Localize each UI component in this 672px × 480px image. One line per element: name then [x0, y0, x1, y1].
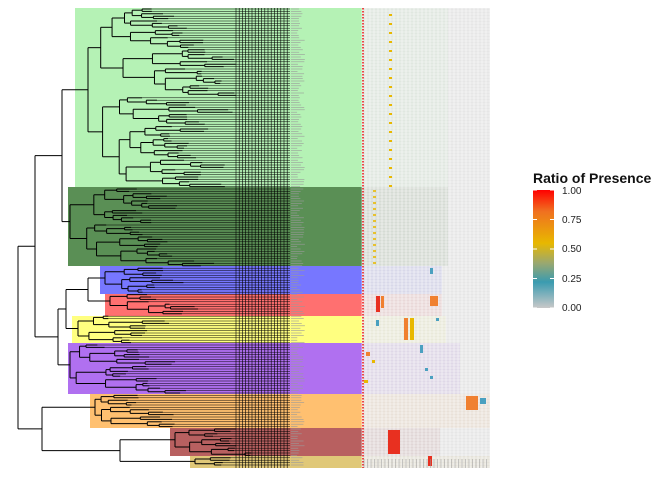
heatmap-cell: [436, 318, 439, 321]
heatmap-cell: [404, 318, 408, 340]
heatmap-cell: [480, 398, 486, 404]
clade-highlights: [68, 8, 362, 468]
heatmap-cell-yellow: [389, 158, 392, 160]
clade-block-7: [90, 394, 362, 428]
legend-tick-025: 0.25: [562, 274, 582, 285]
heatmap-cell: [410, 318, 414, 340]
legend-tick-1: 1.00: [562, 186, 582, 197]
heatmap-cell: [364, 380, 368, 383]
heatmap-cell-yellow: [389, 50, 392, 52]
heatmap-cell: [425, 368, 428, 371]
heatmap-cell-yellow: [389, 140, 392, 142]
heatmap-cell-yellow: [389, 23, 392, 25]
heatmap-cell-yellow: [373, 202, 376, 204]
heatmap-cell-yellow: [389, 86, 392, 88]
heatmap-cell: [366, 352, 370, 356]
heatmap-cell-yellow: [389, 185, 392, 187]
heatmap-cell: [430, 296, 438, 306]
legend-tick-0: 0.00: [562, 303, 582, 314]
heatmap-cell-yellow: [373, 256, 376, 258]
clade-block-6: [68, 343, 362, 394]
heatmap-cell: [420, 345, 423, 353]
heatmap-cell-yellow: [389, 131, 392, 133]
heatmap-cell: [430, 268, 433, 274]
heatmap-cell-yellow: [389, 14, 392, 16]
heatmap-cell-yellow: [373, 190, 376, 192]
phylogenetic-tree: [17, 8, 290, 468]
legend-tick-075: 0.75: [562, 215, 582, 226]
heatmap-cell-yellow: [373, 220, 376, 222]
heatmap-cell-yellow: [373, 244, 376, 246]
heatmap-cell-yellow: [373, 262, 376, 264]
legend-tick-050: 0.50: [562, 244, 582, 255]
heatmap-cell-yellow: [389, 113, 392, 115]
clade-block-5: [72, 316, 362, 343]
heatmap-cell-yellow: [373, 208, 376, 210]
heatmap-clade-tint-6: [362, 343, 460, 394]
heatmap-cell: [428, 456, 432, 466]
heatmap-cell-yellow: [389, 32, 392, 34]
clade-block-2: [68, 187, 362, 266]
legend-title: Ratio of Presence: [533, 170, 651, 186]
heatmap-cell-yellow: [389, 95, 392, 97]
heatmap-cell: [381, 296, 384, 308]
heatmap-cell: [388, 430, 400, 454]
heatmap-cell-yellow: [389, 122, 392, 124]
heatmap-cell-yellow: [389, 77, 392, 79]
heatmap-cell: [372, 360, 375, 363]
heatmap-cell-yellow: [389, 149, 392, 151]
heatmap-cell: [376, 296, 380, 312]
heatmap-cell-yellow: [373, 232, 376, 234]
ratio-legend: Ratio of Presence 1.00 0.75 0.50 0.25 0.…: [533, 170, 651, 314]
heatmap-cell-yellow: [373, 226, 376, 228]
heatmap-cell: [430, 376, 433, 379]
heatmap-cell: [376, 320, 379, 326]
legend-color-bar: [533, 190, 554, 308]
heatmap-cell-yellow: [373, 238, 376, 240]
heatmap-cell: [466, 396, 478, 410]
heatmap-cell-yellow: [389, 176, 392, 178]
heatmap-cell-yellow: [389, 41, 392, 43]
heatmap-cell-yellow: [389, 59, 392, 61]
heatmap-cell-yellow: [373, 250, 376, 252]
heatmap-cell-yellow: [389, 167, 392, 169]
tip-labels: [291, 8, 487, 468]
heatmap-clade-tint-8: [362, 428, 440, 456]
heatmap-cell-yellow: [373, 214, 376, 216]
heatmap-cell-yellow: [389, 104, 392, 106]
heatmap-cell-yellow: [373, 196, 376, 198]
heatmap-cell-yellow: [389, 68, 392, 70]
presence-heatmap: [361, 7, 491, 468]
